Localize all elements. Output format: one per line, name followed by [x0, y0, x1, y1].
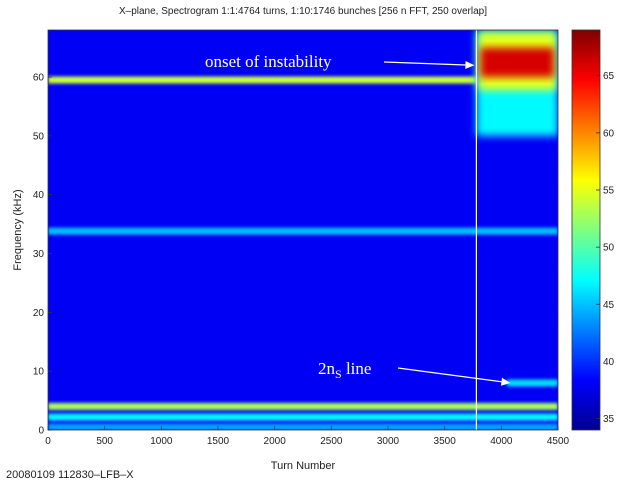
x-axis-label: Turn Number: [271, 460, 336, 472]
y-tick-label: 10: [33, 367, 45, 378]
y-tick-label: 0: [38, 426, 44, 437]
x-tick-label: 3500: [434, 436, 457, 447]
chart-title: X–plane, Spectrogram 1:1:4764 turns, 1:1…: [119, 6, 487, 17]
x-tick-label: 0: [45, 436, 51, 447]
x-axis-ticks: 0 500 1000 1500 2000 2500 3000 3500 4000 4500: [45, 426, 570, 447]
colorbar-tick-label: 45: [603, 300, 615, 311]
footer-label: 20080109 112830–LFB–X: [6, 469, 134, 481]
x-tick-label: 2500: [320, 436, 343, 447]
annotation-2ns-main: 2n: [318, 359, 336, 378]
band-4: [48, 423, 558, 430]
x-tick-label: 1500: [207, 436, 230, 447]
band-1: [48, 227, 558, 235]
x-tick-label: 4000: [490, 436, 513, 447]
y-tick-label: 50: [33, 131, 45, 142]
y-tick-label: 60: [33, 73, 45, 84]
x-tick-label: 2000: [264, 436, 287, 447]
x-tick-label: 500: [96, 436, 113, 447]
annotation-onset-arrow: [383, 61, 466, 66]
y-axis-label: Frequency (kHz): [12, 189, 24, 270]
plot-area: [48, 30, 558, 430]
colorbar-tick-label: 65: [603, 71, 615, 82]
spectral-bands: [48, 76, 558, 430]
band-5: [507, 379, 558, 387]
x-tick-label: 4500: [547, 436, 570, 447]
annotation-2ns-arrowhead: [500, 377, 511, 386]
annotations: onset of instability 2nS line: [205, 52, 511, 386]
annotation-2ns-sub: S: [335, 367, 342, 381]
annotation-2ns-arrow: [397, 367, 502, 383]
y-axis-ticks: 0 10 20 30 40 50 60: [33, 73, 52, 437]
colorbar-gradient: [571, 29, 601, 431]
colorbar-ticks: 35 40 45 50 55 60 65: [596, 71, 615, 425]
annotation-onset-arrowhead: [465, 60, 475, 69]
x-tick-label: 3000: [377, 436, 400, 447]
colorbar: 35 40 45 50 55 60 65: [571, 29, 615, 431]
annotation-2ns-after: line: [342, 359, 372, 378]
y-tick-label: 40: [33, 190, 45, 201]
x-tick-label: 1000: [150, 436, 173, 447]
y-tick-label: 20: [33, 308, 45, 319]
colorbar-tick-label: 40: [603, 357, 615, 368]
band-0: [48, 76, 477, 84]
y-tick-label: 30: [33, 249, 45, 260]
colorbar-tick-label: 60: [603, 128, 615, 139]
instability-region: [476, 30, 558, 136]
colorbar-tick-label: 50: [603, 243, 615, 254]
band-2: [48, 402, 558, 410]
annotation-2ns-line: 2nS line: [318, 359, 371, 381]
plot-frame: [47, 29, 559, 431]
colorbar-tick-label: 35: [603, 414, 615, 425]
instability-peak: [480, 47, 554, 78]
annotation-onset-of-instability: onset of instability: [205, 52, 332, 71]
colorbar-tick-label: 55: [603, 186, 615, 197]
band-3: [48, 413, 558, 421]
